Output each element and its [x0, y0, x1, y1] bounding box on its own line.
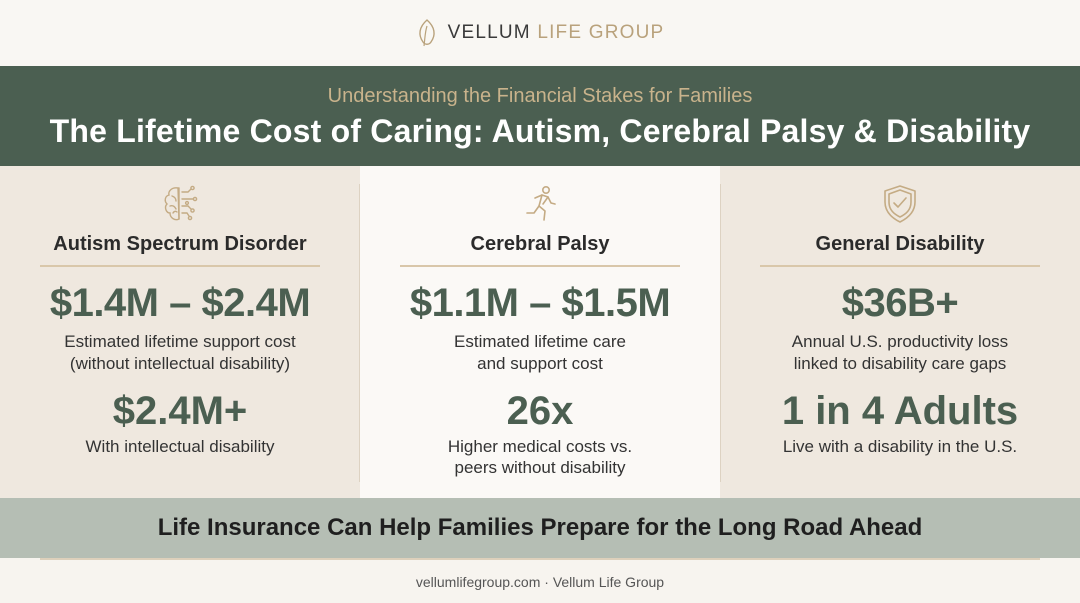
running-person-icon — [526, 186, 556, 221]
panel-divider — [400, 265, 680, 267]
leaf-icon — [418, 19, 435, 47]
brand-accent: LIFE GROUP — [537, 22, 665, 43]
panel-autism: Autism Spectrum Disorder $1.4M – $2.4M E… — [0, 166, 360, 498]
secondary-stat-description: Higher medical costs vs. peers without d… — [360, 436, 720, 478]
primary-stat: $1.1M – $1.5M — [409, 281, 671, 325]
description-line: Estimated lifetime care — [454, 332, 626, 351]
banner-title: The Lifetime Cost of Caring: Autism, Cer… — [49, 113, 1031, 149]
primary-stat: $36B+ — [841, 281, 959, 325]
panel-title: Cerebral Palsy — [470, 233, 610, 255]
footer-divider — [40, 558, 1040, 560]
secondary-stat: $2.4M+ — [112, 389, 248, 433]
stat-panels: Autism Spectrum Disorder $1.4M – $2.4M E… — [0, 166, 1080, 498]
brain-circuit-icon — [164, 185, 198, 221]
title-banner: Understanding the Financial Stakes for F… — [0, 66, 1080, 166]
primary-stat-description: Annual U.S. productivity loss linked to … — [720, 331, 1080, 375]
panel-title: General Disability — [815, 233, 985, 255]
secondary-stat-description: With intellectual disability — [0, 436, 360, 457]
description-line: Higher medical costs vs. — [447, 437, 633, 456]
description-line: Estimated lifetime support cost — [64, 332, 296, 351]
panel-separator — [720, 184, 721, 482]
brand-wordmark: VELLUM LIFE GROUP — [448, 22, 665, 44]
panel-divider — [760, 265, 1040, 267]
description-line: and support cost — [477, 354, 603, 373]
description-line: peers without disability — [454, 458, 626, 477]
panel-separator — [359, 184, 360, 482]
panel-cerebral-palsy: Cerebral Palsy $1.1M – $1.5M Estimated l… — [360, 166, 720, 498]
primary-stat-description: Estimated lifetime support cost (without… — [0, 331, 360, 375]
shield-check-icon — [884, 185, 916, 223]
cta-band: Life Insurance Can Help Families Prepare… — [0, 498, 1080, 558]
cta-text: Life Insurance Can Help Families Prepare… — [157, 514, 923, 541]
panel-divider — [40, 265, 320, 267]
brand-name: VELLUM — [447, 22, 531, 43]
primary-stat-description: Estimated lifetime care and support cost — [360, 331, 720, 375]
brand-header: VELLUM LIFE GROUP — [0, 0, 1080, 66]
secondary-stat: 1 in 4 Adults — [781, 389, 1019, 433]
primary-stat: $1.4M – $2.4M — [49, 281, 311, 325]
description-line: (without intellectual disability) — [69, 354, 291, 373]
secondary-stat: 26x — [506, 389, 574, 433]
description-line: With intellectual disability — [85, 437, 275, 456]
description-line: Annual U.S. productivity loss — [791, 332, 1009, 351]
description-line: Live with a disability in the U.S. — [782, 437, 1018, 456]
secondary-stat-description: Live with a disability in the U.S. — [720, 436, 1080, 457]
panel-general-disability: General Disability $36B+ Annual U.S. pro… — [720, 166, 1080, 498]
description-line: linked to disability care gaps — [793, 354, 1007, 373]
banner-subtitle: Understanding the Financial Stakes for F… — [327, 85, 753, 107]
panel-title: Autism Spectrum Disorder — [53, 233, 307, 255]
footer-text: vellumlifegroup.com · Vellum Life Group — [415, 574, 665, 590]
